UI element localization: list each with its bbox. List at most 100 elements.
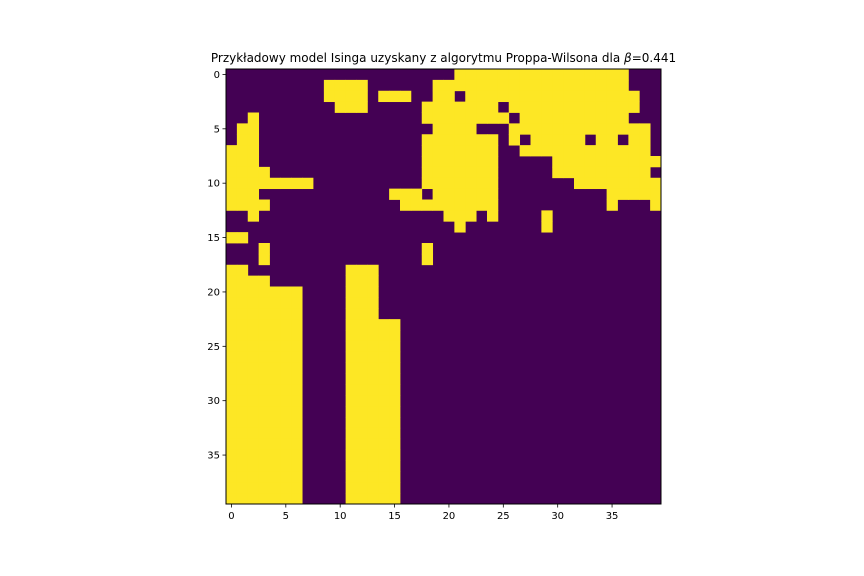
spin-cell bbox=[421, 101, 434, 113]
spin-cell bbox=[476, 177, 488, 190]
spin-cell bbox=[595, 90, 608, 103]
spin-cell bbox=[628, 123, 640, 135]
spin-cell bbox=[291, 471, 303, 483]
spin-cell bbox=[345, 340, 357, 353]
spin-cell bbox=[247, 297, 260, 309]
spin-cell bbox=[258, 460, 270, 472]
spin-cell bbox=[487, 90, 499, 103]
spin-cell bbox=[226, 460, 238, 472]
spin-cell bbox=[519, 112, 531, 124]
spin-cell bbox=[389, 319, 401, 331]
spin-cell bbox=[465, 156, 477, 168]
spin-cell bbox=[574, 101, 586, 113]
spin-cell bbox=[639, 134, 651, 146]
spin-cell bbox=[345, 79, 357, 92]
spin-cell bbox=[247, 493, 260, 505]
spin-cell bbox=[269, 427, 281, 440]
spin-cell bbox=[367, 373, 379, 385]
spin-cell bbox=[280, 482, 292, 494]
spin-cell bbox=[280, 395, 292, 407]
spin-cell bbox=[476, 166, 488, 179]
spin-cell bbox=[226, 145, 238, 157]
spin-cell bbox=[595, 134, 608, 146]
x-tick-label: 35 bbox=[606, 511, 619, 522]
spin-cell bbox=[628, 134, 640, 146]
spin-cell bbox=[345, 319, 357, 331]
spin-cell bbox=[432, 156, 444, 168]
spin-cell bbox=[247, 362, 260, 374]
spin-cell bbox=[247, 482, 260, 494]
spin-cell bbox=[443, 134, 455, 146]
spin-cell bbox=[269, 373, 281, 385]
spin-cell bbox=[606, 101, 618, 113]
spin-cell bbox=[443, 101, 455, 113]
spin-cell bbox=[280, 460, 292, 472]
spin-cell bbox=[236, 264, 249, 277]
spin-cell bbox=[487, 188, 499, 200]
spin-cell bbox=[389, 340, 401, 353]
x-tick-label: 15 bbox=[388, 511, 401, 522]
spin-cell bbox=[367, 319, 379, 331]
spin-cell bbox=[454, 188, 466, 200]
chart-title-text: Przykładowy model Isinga uzyskany z algo… bbox=[211, 51, 624, 65]
spin-cell bbox=[226, 438, 238, 451]
x-tick-label: 30 bbox=[551, 511, 564, 522]
spin-cell bbox=[367, 340, 379, 353]
spin-cell bbox=[617, 188, 629, 200]
spin-cell bbox=[639, 123, 651, 135]
spin-cell bbox=[476, 199, 488, 211]
spin-cell bbox=[465, 134, 477, 146]
spin-cell bbox=[584, 177, 597, 190]
spin-cell bbox=[617, 69, 629, 81]
spin-cell bbox=[389, 460, 401, 472]
spin-cell bbox=[443, 112, 455, 124]
spin-cell bbox=[443, 188, 455, 200]
spin-cell bbox=[574, 90, 586, 103]
spin-cell bbox=[389, 482, 401, 494]
spin-cell bbox=[606, 177, 618, 190]
spin-cell bbox=[530, 101, 542, 113]
spin-cell bbox=[432, 90, 444, 103]
spin-cell bbox=[574, 166, 586, 179]
spin-cell bbox=[367, 427, 379, 440]
spin-cell bbox=[226, 406, 238, 418]
spin-cell bbox=[258, 199, 270, 211]
spin-cell bbox=[432, 145, 444, 157]
spin-cell bbox=[345, 384, 357, 396]
spin-cell bbox=[443, 166, 455, 179]
spin-cell bbox=[280, 330, 292, 342]
spin-cell bbox=[269, 330, 281, 342]
spin-cell bbox=[378, 493, 390, 505]
spin-cell bbox=[334, 79, 347, 92]
spin-cell bbox=[606, 69, 618, 81]
spin-cell bbox=[356, 330, 368, 342]
spin-cell bbox=[258, 286, 270, 298]
spin-cell bbox=[595, 69, 608, 81]
spin-cell bbox=[541, 101, 553, 113]
spin-cell bbox=[421, 253, 434, 266]
spin-cell bbox=[236, 177, 249, 190]
spin-cell bbox=[226, 395, 238, 407]
spin-cell bbox=[497, 69, 510, 81]
spin-cell bbox=[280, 493, 292, 505]
spin-cell bbox=[356, 264, 368, 277]
spin-cell bbox=[595, 101, 608, 113]
y-tick-label: 30 bbox=[207, 396, 220, 407]
spin-cell bbox=[487, 134, 499, 146]
spin-cell bbox=[465, 123, 477, 135]
spin-cell bbox=[628, 166, 640, 179]
spin-cell bbox=[432, 134, 444, 146]
spin-cell bbox=[367, 308, 379, 320]
spin-cell bbox=[378, 373, 390, 385]
spin-cell bbox=[291, 373, 303, 385]
spin-cell bbox=[356, 79, 368, 92]
spin-cell bbox=[247, 351, 260, 364]
spin-cell bbox=[617, 177, 629, 190]
spin-cell bbox=[487, 156, 499, 168]
spin-cell bbox=[356, 449, 368, 461]
spin-cell bbox=[476, 69, 488, 81]
spin-cell bbox=[465, 101, 477, 113]
spin-cell bbox=[378, 482, 390, 494]
spin-cell bbox=[356, 427, 368, 440]
spin-cell bbox=[367, 471, 379, 483]
